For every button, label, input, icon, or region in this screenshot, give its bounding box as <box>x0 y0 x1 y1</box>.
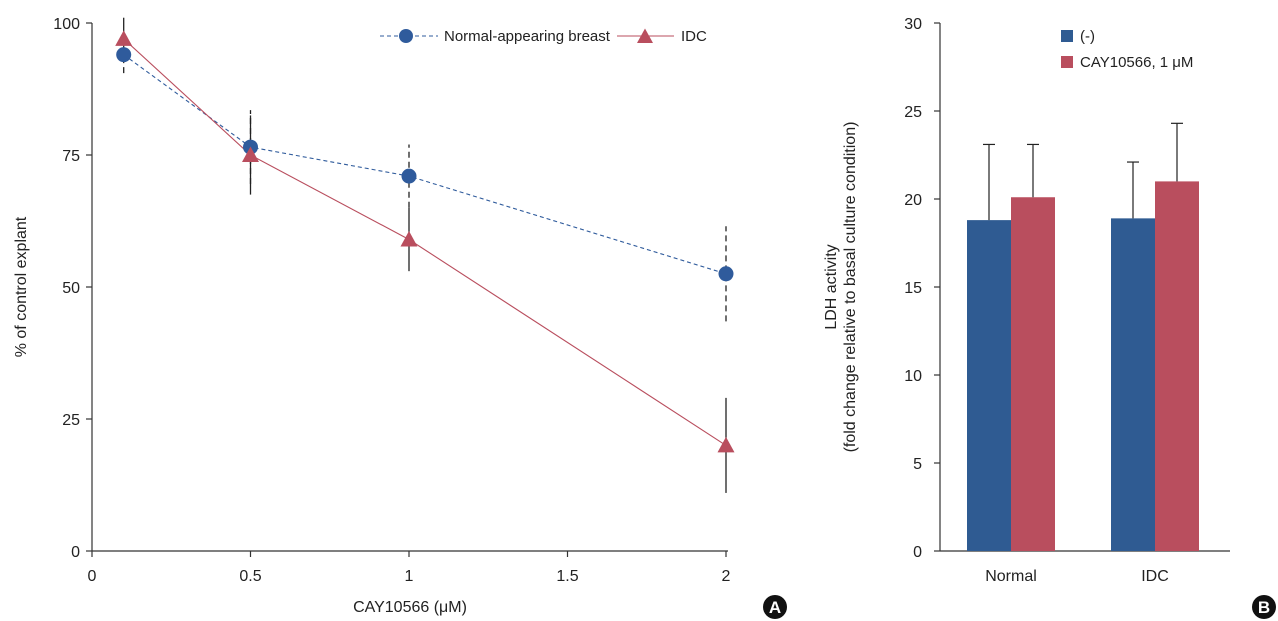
panel-b-legend: (-) CAY10566, 1 μM <box>1061 28 1193 71</box>
legend-idc-marker <box>637 28 653 43</box>
panel-a-x-axis-label: CAY10566 (μM) <box>353 599 467 616</box>
y-tick-label: 0 <box>71 544 80 561</box>
x-tick-label: 1.5 <box>556 568 578 585</box>
x-tick-label: 0 <box>88 568 97 585</box>
panel-b-x-ticks: Normal IDC <box>985 568 1169 585</box>
data-point-circle <box>718 266 734 282</box>
panel-a-markers <box>115 30 735 453</box>
panel-b-y-ticks: 0 5 10 15 20 25 30 <box>904 16 940 561</box>
data-point-triangle <box>115 30 133 46</box>
legend-minus-label: (-) <box>1080 28 1095 45</box>
y-tick-label: 100 <box>53 16 80 33</box>
data-point-triangle <box>717 436 735 453</box>
panel-b-y-axis-label-line1: LDH activity <box>823 244 840 329</box>
data-point-circle <box>116 47 132 63</box>
series-line <box>123 38 727 446</box>
legend-cay-swatch <box>1061 56 1073 68</box>
data-point-circle <box>401 168 417 184</box>
y-tick-label: 25 <box>904 104 922 121</box>
x-tick-label: 0.5 <box>239 568 261 585</box>
legend-normal-label: Normal-appearing breast <box>444 28 611 45</box>
panel-b-letter: B <box>1258 598 1270 617</box>
panel-a-y-axis-label: % of control explant <box>13 216 30 357</box>
panel-a-letter: A <box>769 598 781 617</box>
panel-a-line-chart: 0 25 50 75 100 0 0.5 1 1.5 2 % of control explan… <box>13 16 787 619</box>
x-category-label: IDC <box>1141 568 1169 585</box>
panel-b-bars <box>967 181 1199 552</box>
panel-b-error-bars <box>983 122 1183 221</box>
legend-minus-swatch <box>1061 30 1073 42</box>
bar <box>1111 218 1155 552</box>
y-tick-label: 5 <box>913 456 922 473</box>
bar <box>967 220 1011 551</box>
bar <box>1155 181 1199 551</box>
panel-a-x-ticks: 0 0.5 1 1.5 2 <box>88 551 731 585</box>
panel-a-series-lines <box>123 38 727 446</box>
panel-b-y-axis-label: LDH activity (fold change relative to ba… <box>823 122 859 453</box>
panel-b-y-axis-label-line2: (fold change relative to basal culture c… <box>842 122 859 453</box>
legend-idc-label: IDC <box>681 28 707 45</box>
y-tick-label: 30 <box>904 16 922 33</box>
x-tick-label: 2 <box>722 568 731 585</box>
y-tick-label: 25 <box>62 412 80 429</box>
y-tick-label: 20 <box>904 192 922 209</box>
data-point-triangle <box>400 230 418 247</box>
y-tick-label: 0 <box>913 544 922 561</box>
legend-normal-marker <box>399 29 413 43</box>
data-point-triangle <box>242 146 259 162</box>
legend-cay-label: CAY10566, 1 μM <box>1080 54 1193 71</box>
y-tick-label: 75 <box>62 148 80 165</box>
y-tick-label: 15 <box>904 280 922 297</box>
panel-a-legend: Normal-appearing breast IDC <box>380 28 707 45</box>
x-category-label: Normal <box>985 568 1037 585</box>
y-tick-label: 50 <box>62 280 80 297</box>
x-tick-label: 1 <box>405 568 414 585</box>
panel-a-error-bars <box>123 17 727 493</box>
panel-b-letter-badge: B <box>1252 595 1276 619</box>
panel-a-letter-badge: A <box>763 595 787 619</box>
panel-b-bar-chart: 0 5 10 15 20 25 30 Normal IDC LDH activity (fol… <box>823 16 1276 619</box>
series-line <box>123 54 727 275</box>
y-tick-label: 10 <box>904 368 922 385</box>
bar <box>1011 197 1055 552</box>
panel-a-y-ticks: 0 25 50 75 100 <box>53 16 92 561</box>
